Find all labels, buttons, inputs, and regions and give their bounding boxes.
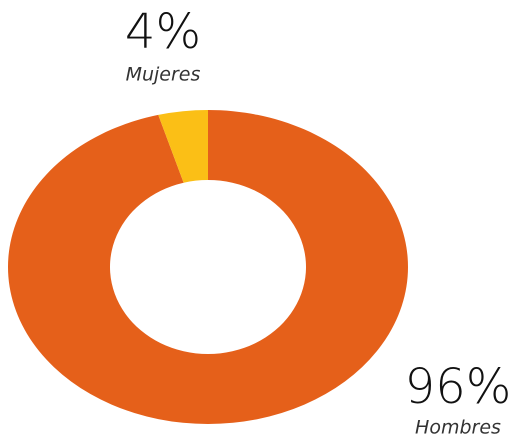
value-label: 4% xyxy=(125,4,201,60)
donut-slice xyxy=(7,110,408,425)
donut-slice xyxy=(158,110,208,183)
category-label: Hombres xyxy=(415,417,501,439)
value-label: 96% xyxy=(405,359,512,415)
category-label: Mujeres xyxy=(126,64,201,86)
